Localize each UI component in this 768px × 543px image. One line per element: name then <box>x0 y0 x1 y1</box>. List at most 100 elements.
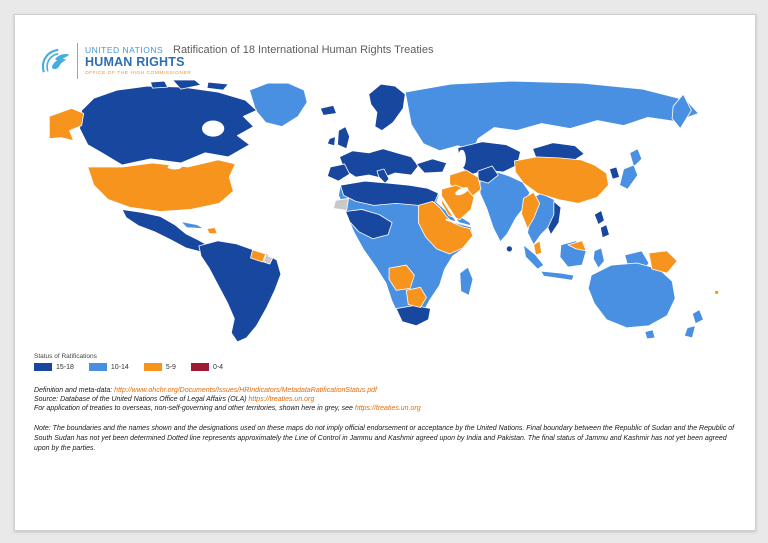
region-myanmar <box>521 191 541 230</box>
water-persian-gulf <box>455 187 469 196</box>
region-fiji <box>714 289 720 295</box>
definition-line: Definition and meta-data: http://www.ohc… <box>34 387 742 395</box>
region-china <box>514 156 609 204</box>
region-europe <box>339 148 419 179</box>
world-map <box>21 77 749 351</box>
legend-label: 0-4 <box>212 363 224 371</box>
region-australia <box>587 262 676 329</box>
definition-label: Definition and meta-data: <box>34 387 115 394</box>
region-botswana <box>405 286 427 308</box>
document-page: UNITED NATIONS HUMAN RIGHTS OFFICE OF TH… <box>14 14 756 531</box>
source-link[interactable]: https://treaties.un.org <box>248 396 315 404</box>
page-title: Ratification of 18 International Human R… <box>173 44 434 56</box>
dove-wing <box>55 54 70 62</box>
legend-swatch-10-14 <box>88 363 107 371</box>
region-west-africa <box>345 209 393 240</box>
region-ireland <box>326 136 336 147</box>
region-south-africa <box>395 305 431 327</box>
region-french-guiana <box>263 254 274 265</box>
source-label: Source: Database of the United Nations O… <box>34 396 249 404</box>
regions-10-14 <box>180 80 704 340</box>
logo-divider <box>77 43 78 79</box>
water-red-sea <box>436 190 459 224</box>
region-iceland <box>319 104 337 116</box>
region-philippines-south <box>599 224 610 239</box>
regions-5-9 <box>48 107 720 308</box>
source-line: Source: Database of the United Nations O… <box>34 396 742 404</box>
ohchr-dove-icon <box>42 48 70 73</box>
water-great-lakes-1 <box>167 164 182 170</box>
swatch-rect <box>143 363 162 371</box>
swatch-rect <box>88 363 107 371</box>
region-india-pakistan <box>479 170 530 243</box>
region-sumatra <box>523 244 545 270</box>
wreath-inner <box>46 53 59 72</box>
legend: Status of Ratifications 15-18 10-14 5-9 … <box>34 353 223 371</box>
region-vietnam <box>547 200 562 236</box>
legend-item-0-4: 0-4 <box>190 363 224 371</box>
region-canada <box>79 85 257 166</box>
region-canada-arctic-3 <box>150 80 169 89</box>
territories-label: For application of treaties to overseas,… <box>34 405 355 413</box>
territories-link[interactable]: https://treaties.un.org <box>354 405 421 413</box>
regions-territories <box>263 197 350 265</box>
region-japan-south <box>619 164 639 190</box>
region-japan-north <box>629 148 643 168</box>
legend-title: Status of Ratifications <box>34 353 97 360</box>
swatch-rect <box>34 363 52 371</box>
definition-link[interactable]: http://www.ohchr.org/Documents/Issues/HR… <box>114 387 377 394</box>
region-canada-arctic-2 <box>206 81 229 91</box>
swatch-rect <box>190 363 209 371</box>
water-caspian-sea <box>457 149 466 168</box>
legend-item-5-9: 5-9 <box>143 363 176 371</box>
region-alaska <box>48 107 85 142</box>
region-north-borneo <box>567 240 587 252</box>
region-iberia <box>326 163 351 182</box>
region-united-kingdom <box>337 126 351 150</box>
water-gulf-of-aden <box>445 218 473 228</box>
region-new-zealand-south <box>683 325 696 339</box>
region-malay-peninsula <box>533 240 543 256</box>
region-usa <box>87 159 236 212</box>
region-guyana-suriname <box>250 249 267 263</box>
water-black-sea <box>422 151 437 158</box>
footer: Definition and meta-data: http://www.ohc… <box>34 387 742 454</box>
legend-swatch-15-18 <box>34 363 52 371</box>
region-tasmania <box>644 329 656 340</box>
region-scandinavia <box>368 83 406 131</box>
dove-body <box>51 58 67 70</box>
legend-label: 10-14 <box>110 363 129 371</box>
territories-line: For application of treaties to overseas,… <box>34 405 742 413</box>
region-greenland <box>249 82 308 127</box>
regions-15-18 <box>79 79 620 343</box>
region-canada-arctic-1 <box>172 79 202 90</box>
region-sulawesi <box>592 247 605 269</box>
boundaries-note: Note: The boundaries and the names shown… <box>34 425 735 452</box>
un-human-rights-logo: UNITED NATIONS HUMAN RIGHTS OFFICE OF TH… <box>39 41 191 81</box>
region-papua-new-guinea <box>648 250 678 274</box>
region-northeast-africa <box>417 200 474 255</box>
region-java <box>540 270 575 281</box>
region-hispaniola <box>206 227 218 235</box>
region-north-africa <box>340 180 439 206</box>
region-new-zealand-north <box>691 309 704 325</box>
legend-swatch-0-4 <box>190 363 209 371</box>
legend-item-15-18: 15-18 <box>34 363 74 371</box>
legend-label: 5-9 <box>165 363 176 371</box>
world-map-svg <box>48 79 720 343</box>
water-great-lakes-2 <box>182 161 191 166</box>
water-hudson-bay <box>201 120 225 137</box>
region-mexico-central-america <box>121 209 210 253</box>
water-details <box>167 120 473 228</box>
region-turkey <box>415 158 448 174</box>
region-korea <box>609 166 620 180</box>
legend-row: 15-18 10-14 5-9 0-4 <box>34 363 223 371</box>
logo-human-rights: HUMAN RIGHTS <box>85 54 185 69</box>
legend-swatch-5-9 <box>143 363 162 371</box>
logo-united-nations: UNITED NATIONS <box>85 44 164 55</box>
legend-item-10-14: 10-14 <box>88 363 129 371</box>
region-cuba <box>180 221 205 230</box>
legend-label: 15-18 <box>56 363 74 371</box>
wreath-outer <box>42 48 59 73</box>
region-italy <box>376 168 390 184</box>
